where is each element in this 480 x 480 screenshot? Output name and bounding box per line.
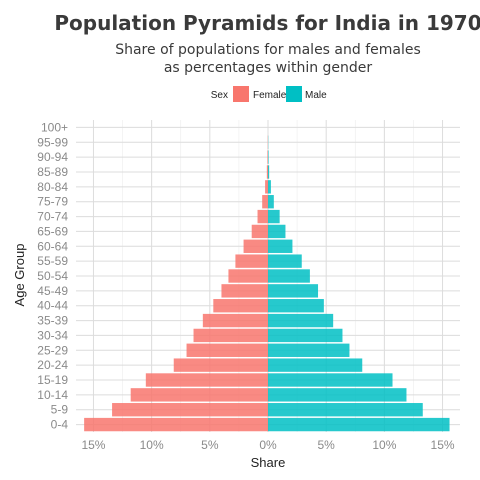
bar-female-20-24 — [173, 358, 268, 372]
bar-male-50-54 — [268, 269, 310, 283]
legend-title: Sex — [211, 90, 228, 101]
bar-male-15-19 — [268, 373, 393, 387]
y-tick-label: 60-64 — [37, 239, 68, 253]
bar-male-30-34 — [268, 328, 343, 343]
y-tick-label: 50-54 — [37, 269, 68, 283]
bar-female-0-4 — [84, 417, 269, 432]
y-tick-label: 15-19 — [37, 373, 68, 387]
y-tick-label: 55-59 — [37, 254, 68, 268]
x-tick-label: 0% — [259, 438, 277, 452]
chart-subtitle-line-1: Share of populations for males and femal… — [115, 42, 421, 58]
bar-male-35-39 — [268, 313, 334, 328]
bar-female-25-29 — [186, 343, 268, 357]
y-tick-label: 25-29 — [37, 343, 68, 357]
x-tick-label: 5% — [201, 438, 219, 452]
bar-female-40-44 — [213, 299, 268, 313]
x-tick-label: 10% — [372, 438, 396, 452]
y-tick-label: 100+ — [41, 120, 68, 134]
bar-female-55-59 — [235, 254, 268, 268]
y-tick-label: 20-24 — [37, 358, 68, 372]
x-tick-label: 15% — [431, 438, 455, 452]
bar-female-60-64 — [243, 239, 268, 253]
bar-female-35-39 — [202, 313, 268, 328]
bar-female-45-49 — [221, 284, 268, 298]
x-tick-label: 5% — [318, 438, 336, 452]
bar-female-10-14 — [130, 388, 268, 402]
y-tick-label: 0-4 — [51, 418, 69, 432]
bar-female-65-69 — [251, 224, 268, 239]
bar-male-40-44 — [268, 299, 324, 313]
bar-female-70-74 — [257, 209, 268, 224]
bar-male-5-9 — [268, 403, 423, 417]
bar-male-10-14 — [268, 388, 407, 402]
bar-male-60-64 — [268, 239, 293, 253]
x-axis-ticks: 15% 10% 5% 0% 5% 10% 15% — [81, 438, 454, 452]
bar-male-55-59 — [268, 254, 302, 268]
y-tick-label: 40-44 — [37, 299, 68, 313]
bar-female-15-19 — [145, 373, 268, 387]
y-tick-label: 65-69 — [37, 224, 68, 238]
chart-title: Population Pyramids for India in 1970 — [54, 11, 480, 35]
y-tick-label: 30-34 — [37, 328, 68, 342]
bar-female-30-34 — [193, 328, 268, 343]
bar-male-75-79 — [268, 195, 274, 209]
x-tick-label: 15% — [81, 438, 105, 452]
bar-female-50-54 — [228, 269, 268, 283]
bars — [84, 135, 450, 432]
y-tick-label: 80-84 — [37, 180, 68, 194]
legend-swatch-female — [233, 86, 249, 102]
bar-male-85-89 — [268, 165, 270, 179]
legend: Sex Female Male — [211, 86, 327, 102]
y-axis-ticks: 0-45-910-1415-1920-2425-2930-3435-3940-4… — [37, 120, 68, 431]
y-tick-label: 70-74 — [37, 210, 68, 224]
bar-female-90-94 — [267, 150, 268, 164]
y-tick-label: 5-9 — [51, 403, 69, 417]
y-tick-label: 10-14 — [37, 388, 68, 402]
bar-male-90-94 — [268, 150, 269, 164]
bar-male-20-24 — [268, 358, 363, 372]
y-tick-label: 75-79 — [37, 195, 68, 209]
bar-male-80-84 — [268, 180, 271, 194]
bar-female-75-79 — [262, 195, 268, 209]
chart-subtitle-line-2: as percentages within gender — [164, 60, 373, 76]
bar-female-5-9 — [112, 403, 268, 417]
bar-female-85-89 — [266, 165, 268, 179]
y-tick-label: 85-89 — [37, 165, 68, 179]
x-axis-title: Share — [251, 455, 286, 470]
y-tick-label: 35-39 — [37, 314, 68, 328]
y-axis-title: Age Group — [12, 244, 27, 307]
bar-male-0-4 — [268, 417, 450, 432]
bar-male-70-74 — [268, 209, 280, 224]
y-tick-label: 95-99 — [37, 135, 68, 149]
legend-swatch-male — [286, 86, 302, 102]
bar-male-45-49 — [268, 284, 319, 298]
legend-label-male: Male — [305, 90, 327, 101]
bar-female-80-84 — [265, 180, 268, 194]
legend-label-female: Female — [253, 90, 287, 101]
y-tick-label: 45-49 — [37, 284, 68, 298]
bar-male-25-29 — [268, 343, 350, 357]
x-tick-label: 10% — [140, 438, 164, 452]
y-tick-label: 90-94 — [37, 150, 68, 164]
bar-male-65-69 — [268, 224, 286, 239]
